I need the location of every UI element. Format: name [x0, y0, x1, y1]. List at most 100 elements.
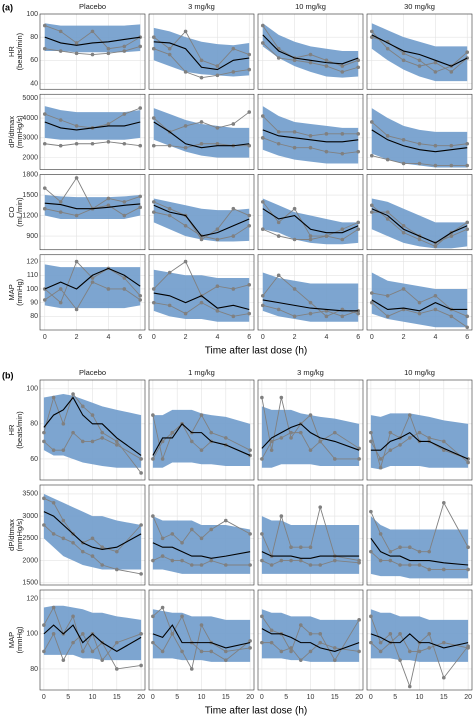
- x-tick-label: 6: [356, 334, 360, 341]
- observed-point: [183, 259, 188, 264]
- observed-point: [160, 554, 165, 558]
- panel-border: [366, 174, 473, 251]
- x-tick-label: 0: [43, 334, 47, 341]
- median-line: [370, 633, 469, 649]
- row-label: HR: [7, 46, 16, 57]
- observed-point: [183, 145, 188, 150]
- facet-panel: [148, 174, 255, 251]
- observed-point: [401, 51, 406, 56]
- observed-point: [115, 439, 119, 444]
- observed-point: [42, 206, 47, 211]
- observed-point: [292, 237, 297, 242]
- observed-point: [318, 505, 323, 510]
- panel-border: [257, 174, 364, 251]
- observed-point: [42, 186, 47, 190]
- observed-point: [260, 558, 264, 563]
- observed-point: [401, 230, 406, 235]
- median-line: [262, 299, 359, 312]
- observed-point: [260, 640, 264, 645]
- observed-point: [199, 649, 204, 654]
- x-tick-label: 10: [89, 694, 97, 701]
- observed-point: [465, 227, 470, 232]
- y-tick-label: 100: [26, 286, 38, 293]
- observed-point: [369, 509, 373, 514]
- observed-point: [247, 52, 252, 57]
- x-tick-label: 2: [293, 334, 297, 341]
- facet-panel: [39, 484, 146, 586]
- median-line: [44, 121, 141, 131]
- observed-point: [58, 143, 63, 148]
- observed-point: [369, 291, 374, 295]
- observed-point: [51, 500, 56, 505]
- observed-point: [183, 124, 188, 128]
- median-line: [43, 396, 142, 456]
- prediction-interval: [153, 198, 250, 242]
- panel-border: [39, 484, 146, 586]
- observed-point: [388, 549, 393, 554]
- observed-point: [231, 122, 236, 126]
- y-tick-label: 80: [30, 421, 38, 428]
- observed-point: [298, 558, 303, 563]
- observed-point: [298, 658, 303, 662]
- x-tick-label: 10: [307, 694, 315, 701]
- observed-point: [369, 614, 373, 619]
- y-tick-label: 1500: [22, 580, 38, 587]
- observed-point: [209, 430, 214, 435]
- observed-point: [160, 605, 165, 610]
- observed-point: [308, 545, 313, 550]
- observed-point: [80, 404, 85, 409]
- observed-point: [417, 430, 422, 435]
- observed-point: [276, 56, 281, 60]
- y-tick-label: 100: [26, 386, 38, 393]
- observed-point: [122, 200, 127, 204]
- row-unit: (mmHg): [15, 626, 24, 654]
- x-tick-label: 6: [138, 334, 142, 341]
- observed-point: [427, 646, 432, 650]
- median-line: [153, 292, 250, 311]
- observed-point: [465, 325, 470, 330]
- observed-point: [61, 422, 66, 426]
- observed-point: [417, 311, 422, 316]
- facet-panel: [39, 589, 146, 691]
- observed-point: [151, 116, 156, 120]
- observed-point: [308, 311, 313, 316]
- observed-point: [308, 300, 313, 305]
- observed-point: [42, 112, 47, 116]
- observed-point: [427, 567, 432, 572]
- prediction-interval: [152, 409, 251, 468]
- observed-point: [260, 614, 264, 619]
- observed-point: [398, 632, 402, 636]
- column-header: Placebo: [79, 2, 106, 11]
- panel-border: [257, 484, 364, 586]
- observed-point: [215, 73, 220, 78]
- x-tick-label: 2: [75, 334, 79, 341]
- panel-border: [257, 254, 364, 331]
- observed-point: [122, 141, 127, 146]
- observed-point: [215, 126, 220, 130]
- observed-point: [466, 545, 470, 550]
- x-tick-label: 0: [152, 334, 156, 341]
- x-tick-label: 15: [113, 694, 121, 701]
- observed-point: [369, 35, 374, 39]
- observed-point: [167, 143, 172, 148]
- panel-border: [148, 174, 255, 251]
- facet-panel: [257, 379, 364, 481]
- observed-point: [248, 563, 252, 567]
- column-header: 10 mg/kg: [295, 2, 326, 11]
- observed-point: [138, 293, 143, 298]
- observed-point: [61, 658, 66, 662]
- observed-point: [167, 303, 172, 308]
- observed-point: [333, 658, 337, 662]
- facet-panel: [366, 379, 473, 481]
- observed-point: [248, 448, 252, 452]
- median-line: [43, 511, 142, 551]
- observed-point: [247, 143, 252, 148]
- facet-panel: [366, 174, 473, 251]
- prediction-interval: [44, 23, 141, 53]
- observed-point: [115, 443, 119, 447]
- column-header: Placebo: [79, 368, 106, 377]
- observed-point: [433, 60, 438, 65]
- facet-panel: [366, 254, 473, 331]
